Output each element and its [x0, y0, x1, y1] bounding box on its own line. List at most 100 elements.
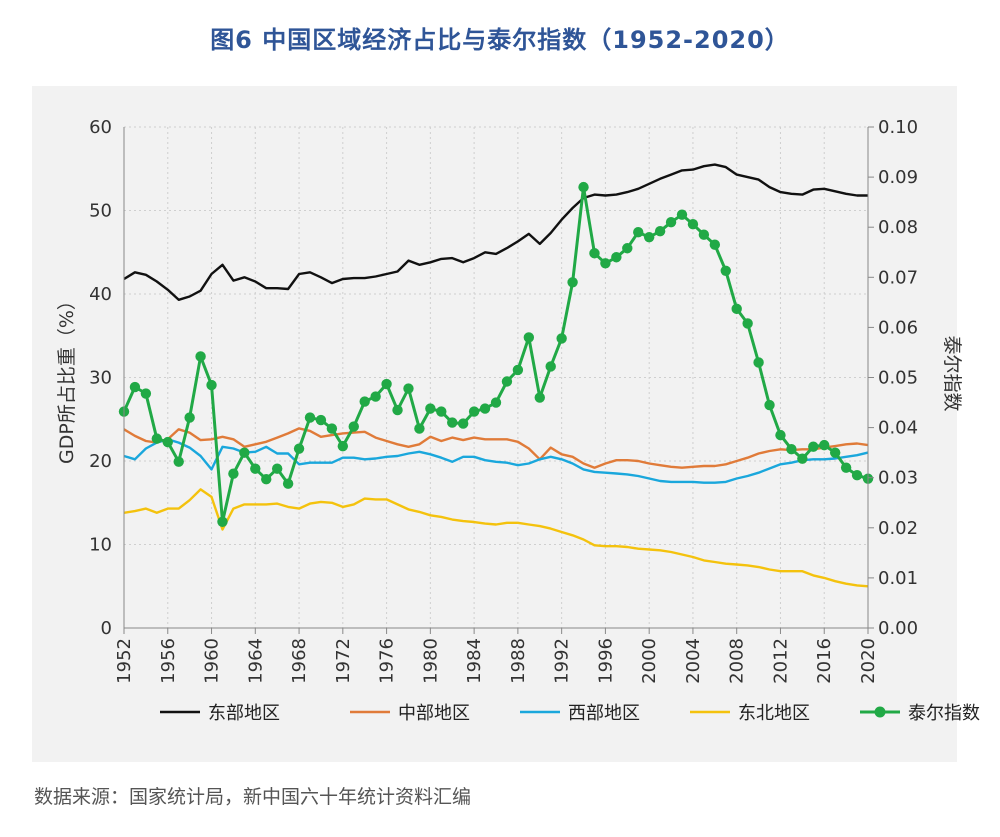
theil-point [403, 383, 414, 394]
y2-tick-label: 0.10 [878, 117, 918, 138]
grid [123, 126, 869, 629]
theil-point [195, 351, 206, 362]
legend: 东部地区 中部地区 西部地区 东北地区 泰尔指数 [160, 703, 980, 724]
theil-point [239, 447, 250, 458]
theil-point [348, 421, 359, 432]
theil-point [359, 396, 370, 407]
theil-point [622, 243, 633, 254]
theil-point [140, 388, 152, 399]
theil-point [764, 399, 775, 411]
theil-point [808, 441, 819, 452]
theil-point [709, 239, 721, 250]
theil-point [315, 414, 327, 426]
theil-point [545, 361, 556, 372]
theil-point [556, 333, 567, 344]
y2-tick-label: 0.01 [878, 568, 918, 589]
theil-point [162, 436, 173, 448]
x-tick-label: 1976 [377, 638, 398, 684]
x-tick-label: 1996 [595, 638, 616, 684]
chart-panel [32, 86, 957, 762]
theil-point [261, 474, 272, 485]
theil-point [436, 406, 447, 417]
theil-point [392, 404, 403, 416]
theil-point [370, 391, 381, 402]
theil-point [797, 453, 808, 464]
series-line-1 [123, 427, 869, 469]
legend-item-3: 东北地区 [690, 703, 810, 724]
y2-tick-label: 0.02 [878, 518, 918, 539]
y-tick-label: 60 [89, 117, 112, 138]
theil-point [425, 403, 436, 414]
theil-point [271, 463, 283, 474]
y-tick-label: 0 [101, 618, 112, 639]
theil-point [633, 227, 644, 238]
theil-point [282, 478, 294, 489]
theil-point [468, 406, 480, 417]
x-tick-label: 2012 [770, 638, 791, 684]
y2-tick-label: 0.03 [878, 468, 918, 489]
y-tick-label: 10 [89, 535, 112, 556]
legend-item-2: 西部地区 [520, 703, 640, 724]
theil-point [501, 376, 513, 387]
legend-label: 东部地区 [208, 703, 280, 724]
series-line-3 [123, 488, 869, 588]
legend-item-0: 东部地区 [160, 703, 280, 724]
y2-tick-label: 0.07 [878, 267, 918, 288]
theil-point [731, 303, 742, 315]
theil-point [720, 265, 731, 276]
x-tick-label: 2000 [639, 638, 660, 684]
y2-tick-label: 0.08 [878, 217, 918, 238]
theil-point [184, 412, 195, 423]
theil-point [217, 516, 228, 527]
x-tick-label: 1968 [289, 638, 310, 684]
x-tick-label: 1960 [202, 638, 223, 684]
theil-point [611, 252, 622, 263]
y2-axis-title: 泰尔指数 [941, 335, 963, 411]
theil-point [829, 447, 841, 458]
y-tick-label: 50 [89, 201, 112, 222]
theil-point [337, 440, 349, 452]
y2-tick-label: 0.05 [878, 368, 918, 389]
theil-point [250, 463, 261, 474]
theil-point [840, 462, 852, 473]
legend-label: 东北地区 [738, 703, 810, 724]
y-tick-label: 20 [89, 451, 112, 472]
theil-point [665, 216, 677, 228]
theil-point [654, 226, 666, 237]
theil-point [753, 357, 764, 368]
x-tick-label: 1964 [245, 638, 266, 684]
theil-point [534, 392, 545, 403]
x-tick-label: 2004 [683, 638, 704, 684]
theil-point [381, 378, 392, 390]
y2-tick-label: 0.04 [878, 418, 918, 439]
theil-point [819, 439, 830, 451]
theil-point [512, 364, 524, 376]
series-line-0 [123, 163, 868, 301]
theil-point [742, 318, 753, 329]
theil-point [698, 229, 710, 240]
theil-point [687, 218, 699, 230]
legend-item-1: 中部地区 [350, 703, 470, 724]
y2-tick-label: 0.06 [878, 317, 918, 338]
y-axis-title: GDP所占比重（%） [56, 291, 78, 464]
x-tick-label: 1980 [420, 638, 441, 684]
x-tick-label: 1956 [158, 638, 179, 684]
theil-point [457, 418, 469, 429]
theil-point [129, 381, 141, 393]
theil-point [490, 397, 502, 408]
theil-point [293, 443, 305, 454]
legend-item-4: 泰尔指数 [860, 703, 980, 724]
theil-point [589, 248, 600, 259]
theil-point [786, 443, 797, 455]
theil-point [643, 232, 655, 243]
x-tick-label: 2020 [858, 638, 879, 684]
theil-point [447, 417, 458, 428]
y-tick-label: 30 [89, 368, 112, 389]
legend-marker [874, 706, 886, 718]
theil-point [600, 258, 611, 269]
theil-point [578, 181, 589, 193]
x-tick-label: 2008 [727, 638, 748, 684]
theil-point [206, 379, 217, 391]
theil-point [479, 403, 491, 414]
